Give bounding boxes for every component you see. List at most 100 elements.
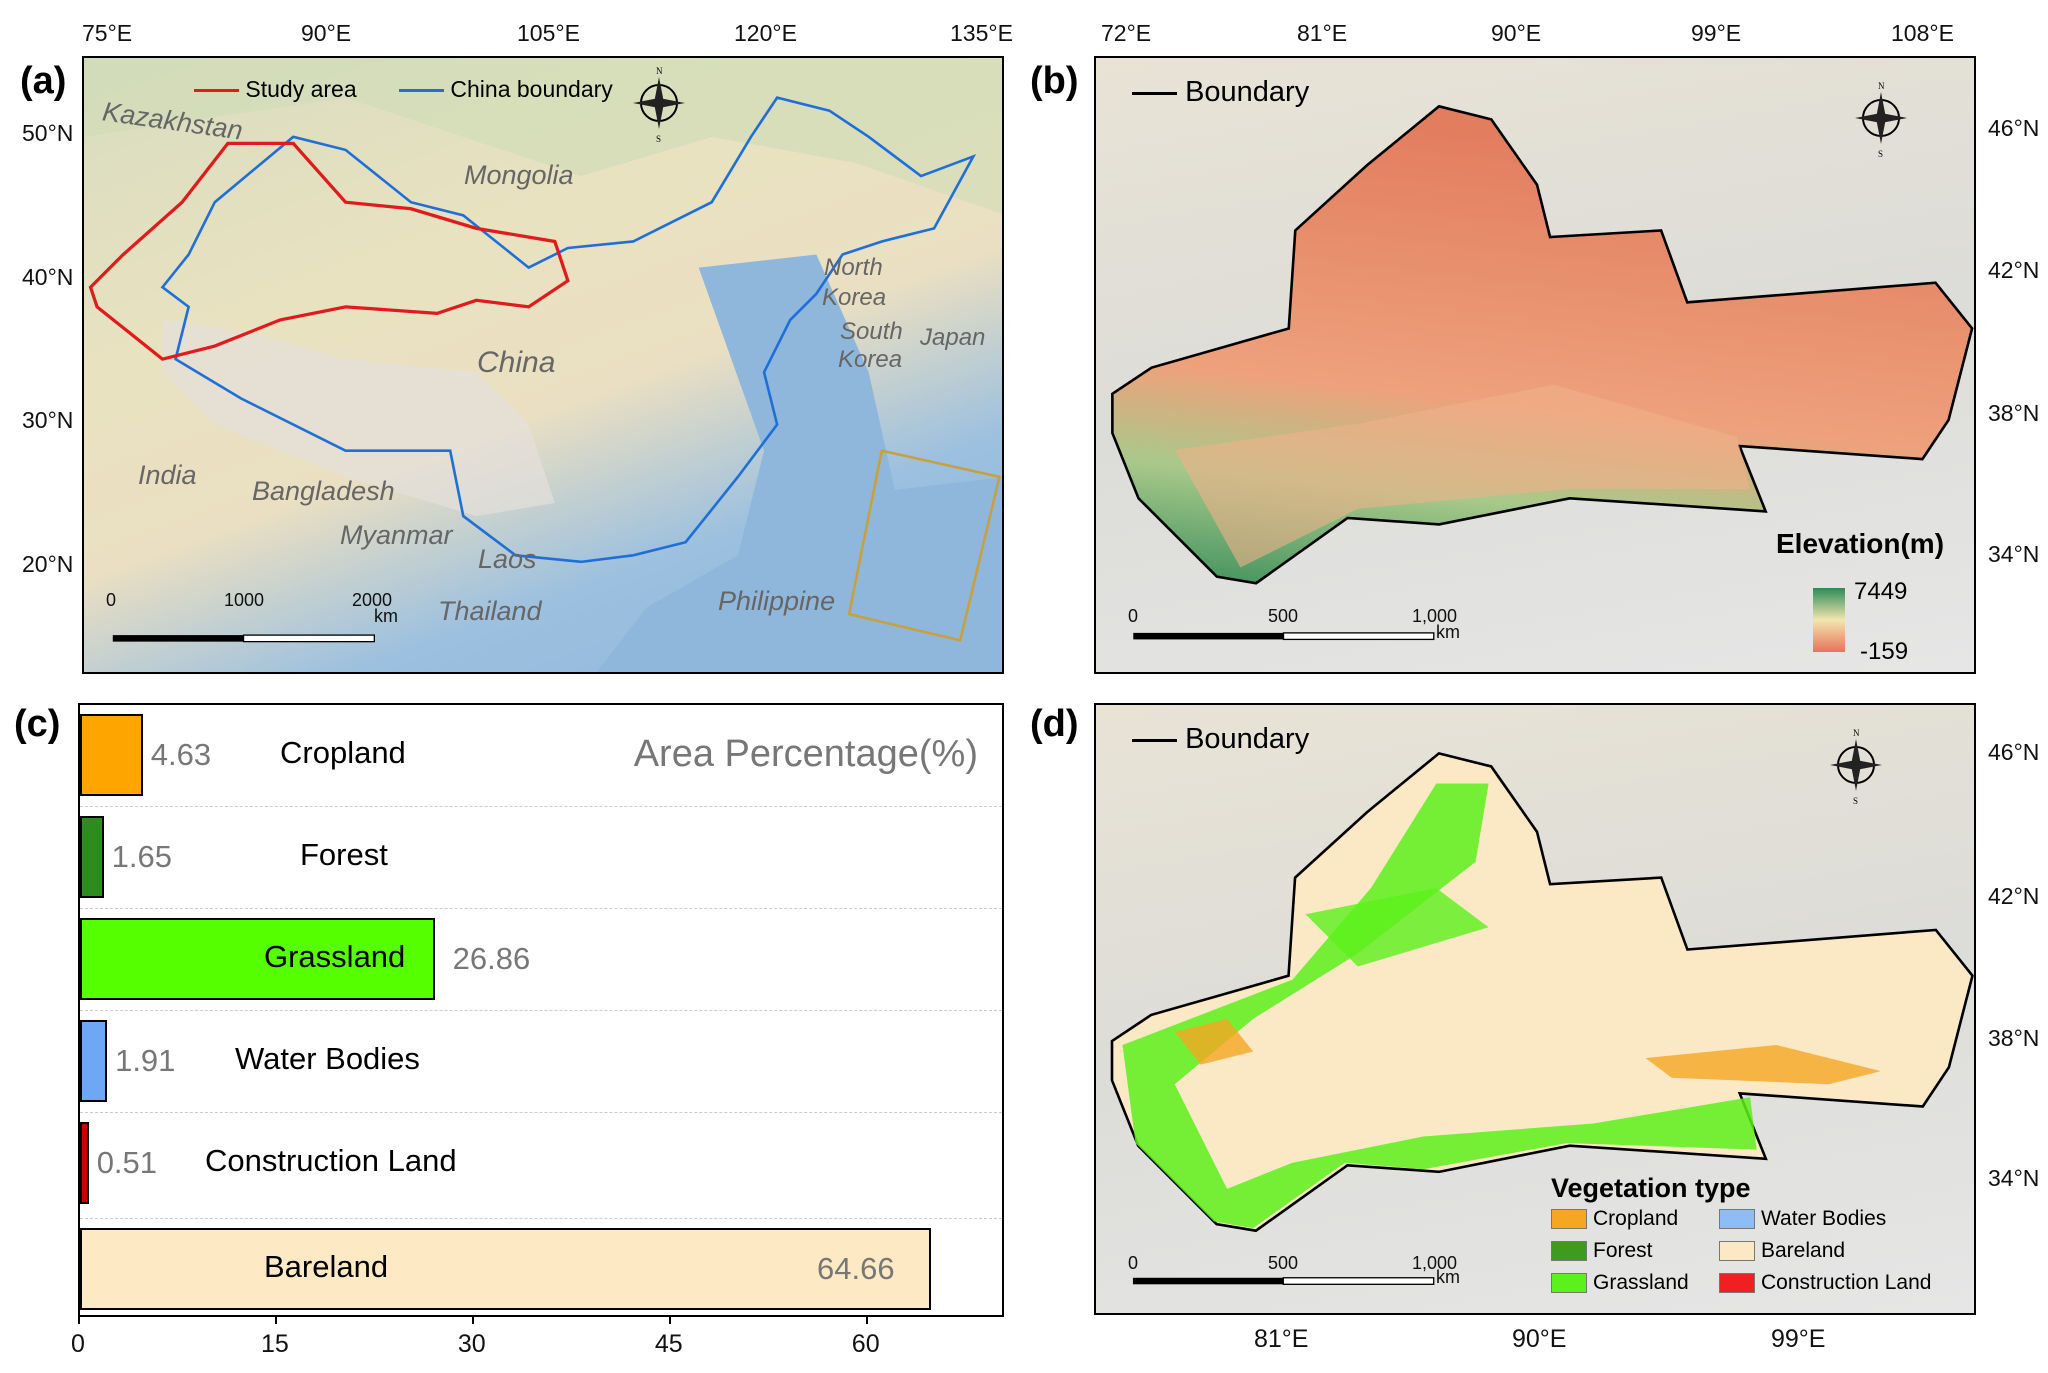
bar-value-label: 0.51 bbox=[96, 1145, 158, 1180]
svg-text:S: S bbox=[656, 134, 661, 143]
bar-category-label: Cropland bbox=[280, 735, 406, 770]
country-label: North bbox=[824, 254, 883, 281]
legend-swatch bbox=[1719, 1273, 1755, 1294]
vegetation-legend-item: Forest bbox=[1551, 1239, 1653, 1263]
study-area-line bbox=[88, 141, 570, 361]
x-tick-mark bbox=[78, 1316, 80, 1324]
scale-label: 500 bbox=[1268, 606, 1299, 626]
scale-unit: km bbox=[1436, 622, 1460, 642]
x-tick-label: 15 bbox=[260, 1330, 289, 1358]
x-tick-label: 30 bbox=[457, 1330, 486, 1358]
x-tick-label: 45 bbox=[654, 1330, 683, 1358]
bar-value-label: 1.91 bbox=[115, 1043, 176, 1078]
legend-swatch bbox=[1551, 1209, 1587, 1230]
inset-box bbox=[847, 449, 1002, 642]
x-tick-label: 0 bbox=[71, 1330, 85, 1358]
bar-category-label: Water Bodies bbox=[235, 1041, 420, 1076]
country-label: Korea bbox=[822, 284, 887, 311]
vegetation-legend-title: Vegetation type bbox=[1551, 1173, 1751, 1203]
elevation-max: 7449 bbox=[1854, 578, 1908, 605]
country-label: Mongolia bbox=[464, 160, 574, 190]
bar-category-label: Grassland bbox=[264, 939, 406, 974]
lon-tick-label: 135°E bbox=[950, 20, 1013, 46]
separator bbox=[80, 1218, 1002, 1219]
lat-tick-label: 42°N bbox=[1988, 883, 2040, 909]
separator bbox=[80, 806, 1002, 807]
x-tick-mark bbox=[668, 1316, 671, 1324]
lon-tick-label: 90°E bbox=[1512, 1325, 1567, 1353]
bar-category-label: Forest bbox=[300, 837, 388, 872]
lat-tick-label: 34°N bbox=[1988, 1165, 2040, 1191]
legend-boundary: Boundary bbox=[1132, 76, 1309, 109]
vegetation-legend-item: Bareland bbox=[1719, 1239, 1845, 1263]
bar bbox=[80, 1020, 108, 1102]
lon-tick-label: 90°E bbox=[301, 20, 352, 46]
legend-swatch bbox=[1719, 1241, 1755, 1262]
legend-china-boundary: China boundary bbox=[399, 76, 613, 103]
scale-label: 500 bbox=[1268, 1253, 1299, 1273]
lon-tick-label: 120°E bbox=[734, 20, 797, 46]
lon-tick-label: 90°E bbox=[1491, 20, 1542, 46]
lat-tick-label: 30°N bbox=[22, 407, 74, 433]
lon-tick-label: 75°E bbox=[82, 20, 133, 46]
bar-value-label: 4.63 bbox=[150, 737, 212, 772]
bar-value-label: 64.66 bbox=[816, 1251, 895, 1286]
scale-unit: km bbox=[374, 606, 398, 626]
x-tick-mark bbox=[865, 1316, 868, 1324]
lon-tick-label: 81°E bbox=[1254, 1325, 1309, 1353]
lon-tick-label: 105°E bbox=[517, 20, 580, 46]
lon-tick-label: 99°E bbox=[1771, 1325, 1826, 1353]
x-tick-mark bbox=[471, 1316, 474, 1324]
bar-category-label: Bareland bbox=[264, 1249, 389, 1284]
svg-text:N: N bbox=[1878, 81, 1885, 91]
scale-label: 2000 bbox=[352, 590, 393, 610]
vegetation-legend-item: Water Bodies bbox=[1719, 1207, 1886, 1231]
lat-tick-label: 38°N bbox=[1988, 400, 2040, 426]
lat-tick-label: 20°N bbox=[22, 551, 74, 577]
china-boundary-line bbox=[160, 96, 977, 564]
legend-swatch bbox=[1719, 1209, 1755, 1230]
elevation-min: -159 bbox=[1860, 638, 1909, 665]
vegetation-legend-item: Cropland bbox=[1551, 1207, 1678, 1231]
bar bbox=[80, 816, 104, 898]
legend-study-area: Study area bbox=[194, 76, 357, 103]
separator bbox=[80, 1112, 1002, 1113]
chart-title: Area Percentage(%) bbox=[633, 733, 978, 775]
separator bbox=[80, 908, 1002, 909]
lat-tick-label: 50°N bbox=[22, 120, 74, 146]
country-label: Thailand bbox=[438, 596, 542, 626]
bar bbox=[80, 1228, 931, 1310]
x-tick-label: 60 bbox=[851, 1330, 880, 1358]
panel-c-label: (c) bbox=[14, 703, 61, 745]
country-label: Laos bbox=[478, 544, 537, 574]
scale-label: 0 bbox=[1128, 606, 1139, 626]
country-label: Myanmar bbox=[340, 520, 453, 550]
country-label: Philippine bbox=[718, 586, 836, 616]
vegetation-legend-item: Grassland bbox=[1551, 1271, 1689, 1295]
elevation-colorbar bbox=[1813, 588, 1845, 652]
lat-tick-label: 34°N bbox=[1988, 541, 2040, 567]
bar bbox=[80, 1122, 89, 1204]
lat-tick-label: 46°N bbox=[1988, 115, 2040, 141]
panel-d-label: (d) bbox=[1030, 703, 1079, 745]
scale-label: 0 bbox=[106, 590, 117, 610]
vegetation-legend-item: Construction Land bbox=[1719, 1271, 1931, 1295]
lat-tick-label: 38°N bbox=[1988, 1025, 2040, 1051]
scale-label: 1,000 bbox=[1412, 1253, 1458, 1273]
lon-tick-label: 72°E bbox=[1101, 20, 1152, 46]
scale-unit: km bbox=[1436, 1267, 1460, 1287]
panel-a-label: (a) bbox=[20, 60, 67, 102]
country-label: Japan bbox=[920, 324, 986, 351]
lon-tick-label: 108°E bbox=[1891, 20, 1954, 46]
elevation-legend-title: Elevation(m) bbox=[1776, 528, 1945, 559]
bar-category-label: Construction Land bbox=[205, 1143, 457, 1178]
svg-text:S: S bbox=[1878, 149, 1883, 158]
bar-value-label: 1.65 bbox=[111, 839, 172, 874]
bar-value-label: 26.86 bbox=[452, 941, 531, 976]
legend-boundary: Boundary bbox=[1132, 723, 1309, 756]
